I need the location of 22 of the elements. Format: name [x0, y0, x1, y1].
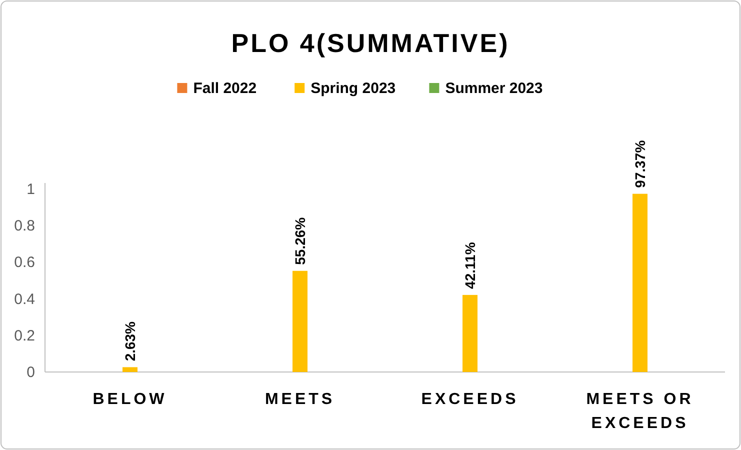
data-label: 55.26%: [292, 216, 308, 265]
y-tick-label: 0.6: [14, 254, 35, 272]
legend-label: Summer 2023: [445, 80, 543, 97]
data-label: 2.63%: [122, 320, 138, 362]
x-tick-label: EXCEEDS: [421, 391, 519, 408]
x-tick-label: MEETS: [264, 391, 336, 408]
bar: [122, 367, 138, 372]
legend-label: Fall 2022: [193, 80, 257, 97]
data-label: 42.11%: [462, 242, 478, 289]
chart-title: PLO 4(SUMMATIVE): [231, 28, 510, 58]
bar: [462, 294, 478, 372]
y-tick-label: 0.2: [14, 327, 35, 344]
x-tick-label: BELOW: [92, 391, 168, 408]
y-tick-label: 1: [26, 181, 35, 198]
legend-label: Spring 2023: [310, 80, 396, 97]
data-label: 97.37%: [632, 140, 648, 188]
y-tick-label: 0: [26, 364, 35, 381]
y-tick-label: 0.8: [14, 218, 35, 235]
y-tick-label: 0.4: [14, 290, 35, 308]
bar: [292, 270, 308, 372]
x-tick-label: MEETS OR EXCEEDS: [586, 391, 694, 432]
bar: [632, 194, 648, 372]
